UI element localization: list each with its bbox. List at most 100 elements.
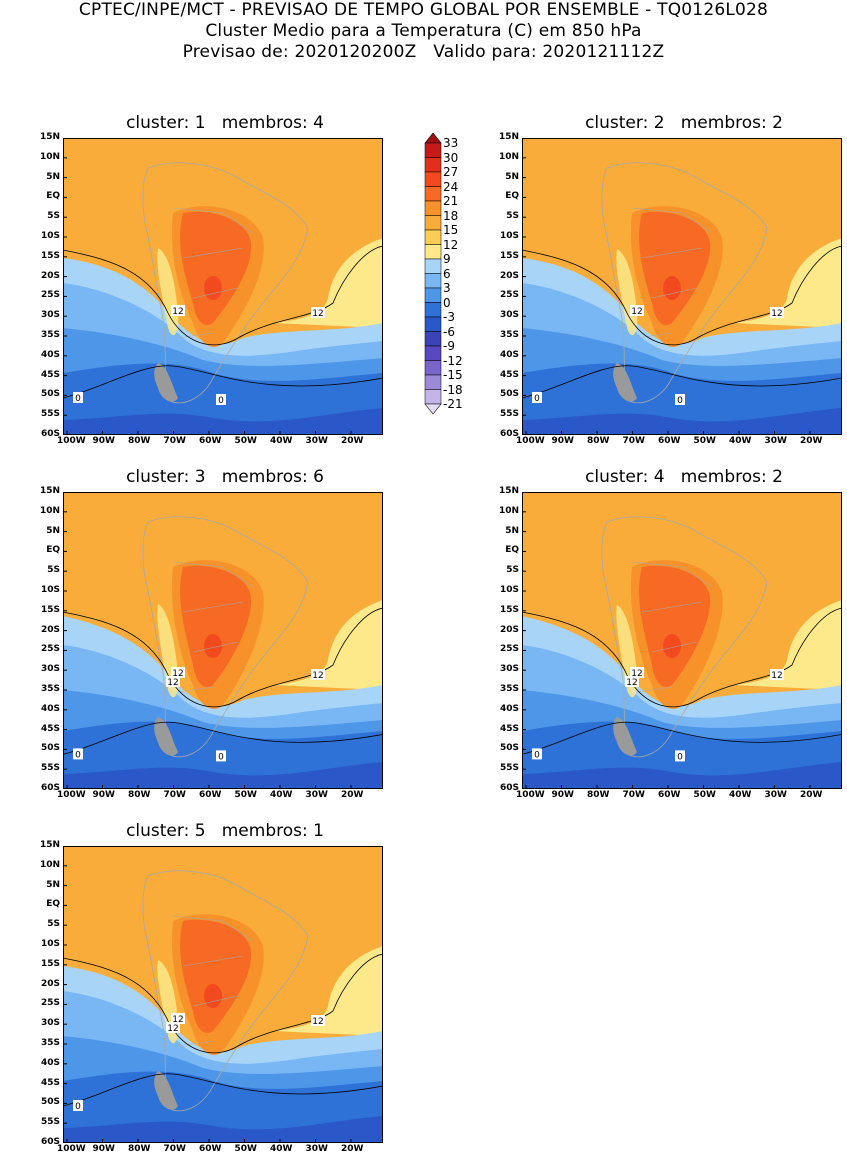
header-line-3: Previsao de: 2020120200Z Valido para: 20… (182, 42, 665, 62)
lat-tick-label: 15S (499, 604, 519, 615)
lat-tick-label: 40S (40, 703, 60, 714)
lat-tick-label: 20S (40, 978, 60, 989)
lat-tick-label: EQ (46, 899, 60, 910)
svg-text:12: 12 (631, 307, 642, 317)
lat-tick-label: 60S (40, 429, 60, 439)
lon-tick-label: 50W (693, 436, 716, 446)
lat-tick-label: 5N (46, 171, 60, 182)
contour-label-0: 0 (675, 750, 685, 762)
lon-tick-label: 90W (551, 790, 574, 800)
svg-text:12: 12 (172, 669, 183, 679)
contour-label-12: 12 (630, 305, 644, 317)
lat-tick-label: 60S (40, 1137, 60, 1147)
lon-tick-label: 70W (163, 790, 186, 800)
lat-tick-label: 5S (47, 565, 60, 576)
lon-tick-label: 100W (516, 790, 545, 800)
contour-label-12: 12 (630, 667, 644, 679)
lon-tick-label: 60W (658, 790, 681, 800)
contour-label-0: 0 (675, 394, 685, 406)
colorbar-tick-label: -3 (443, 310, 455, 324)
lat-tick-label: 55S (499, 763, 519, 774)
lon-tick-label: 30W (764, 790, 787, 800)
lat-tick-label: 5S (47, 919, 60, 930)
svg-text:12: 12 (172, 1015, 183, 1025)
contour-label-0: 0 (532, 392, 542, 404)
svg-text:0: 0 (75, 394, 81, 404)
lat-tick-label: 10S (40, 585, 60, 595)
svg-text:12: 12 (167, 1024, 178, 1034)
lat-tick-label: 5N (46, 525, 60, 536)
lat-tick-label: 10N (39, 859, 60, 870)
contour-label-12: 12 (311, 307, 325, 319)
lat-tick-label: 40S (499, 703, 519, 714)
colorbar-tick-label: 9 (443, 252, 451, 266)
lon-tick-label: 70W (163, 1144, 186, 1154)
lat-tick-label: 30S (499, 310, 519, 321)
svg-text:12: 12 (312, 1017, 323, 1027)
lon-tick-label: 70W (622, 436, 645, 446)
lat-tick-label: 55S (40, 409, 60, 420)
lat-tick-label: 45S (40, 723, 60, 734)
lat-tick-label: 15N (39, 840, 60, 850)
colorbar-tick-label: 6 (443, 266, 451, 281)
lon-tick-label: 100W (57, 436, 86, 446)
contour-label-0: 0 (216, 750, 226, 762)
colorbar-tick-label: 3 (443, 281, 451, 295)
lat-tick-label: 30S (40, 310, 60, 321)
lon-tick-label: 50W (234, 436, 257, 446)
colorbar-tick-label: 18 (443, 208, 459, 223)
svg-text:12: 12 (626, 678, 637, 688)
lon-tick-label: 30W (764, 436, 787, 446)
colorbar-tick-label: 33 (443, 136, 459, 150)
contour-label-12: 12 (770, 669, 784, 681)
lat-tick-label: EQ (505, 545, 519, 556)
contour-label-0: 0 (73, 392, 83, 404)
contour-label-12: 12 (311, 669, 325, 681)
lat-tick-label: 10S (499, 231, 519, 241)
lon-tick-label: 70W (163, 436, 186, 446)
lon-tick-label: 40W (729, 436, 752, 446)
lon-tick-label: 50W (234, 1144, 257, 1154)
lon-tick-label: 80W (128, 1144, 151, 1154)
colorbar-tick-label: 30 (443, 150, 459, 165)
lat-tick-label: 35S (40, 330, 60, 340)
lat-tick-label: 5S (47, 211, 60, 222)
lon-tick-label: 100W (57, 1144, 86, 1154)
lon-tick-label: 70W (622, 790, 645, 800)
lon-tick-label: 100W (516, 436, 545, 446)
lon-tick-label: 20W (800, 436, 823, 446)
lat-tick-label: 25S (40, 290, 60, 301)
panel-3-title: cluster: 3 membros: 6 (126, 467, 324, 487)
lon-tick-label: 90W (551, 436, 574, 446)
lon-tick-label: 90W (92, 790, 115, 800)
lat-tick-label: 50S (40, 389, 60, 400)
lat-tick-label: 10N (498, 151, 519, 162)
lat-tick-label: 10S (499, 585, 519, 595)
lat-tick-label: 60S (499, 783, 519, 793)
lat-tick-label: 15N (498, 486, 519, 496)
contour-label-12: 12 (311, 1015, 325, 1027)
lat-tick-label: 5S (506, 211, 519, 222)
contour-label-12: 12 (625, 676, 639, 688)
contour-label-0: 0 (73, 748, 83, 760)
lat-tick-label: 30S (40, 664, 60, 675)
colorbar (424, 133, 442, 415)
svg-text:0: 0 (75, 1102, 81, 1112)
lat-tick-label: 50S (40, 1097, 60, 1108)
lat-tick-label: 15N (39, 486, 60, 496)
lon-tick-label: 20W (341, 1144, 364, 1154)
lat-tick-label: 25S (40, 998, 60, 1009)
colorbar-tick-label: -15 (443, 368, 463, 382)
lat-tick-label: 30S (40, 1018, 60, 1029)
panel-1-title: cluster: 1 membros: 4 (126, 113, 324, 133)
svg-text:12: 12 (631, 669, 642, 679)
lat-tick-label: 55S (499, 409, 519, 420)
lat-tick-label: 15N (498, 132, 519, 142)
lat-tick-label: 10N (39, 151, 60, 162)
contour-label-0: 0 (216, 394, 226, 406)
lat-tick-label: 60S (40, 783, 60, 793)
svg-text:0: 0 (534, 750, 540, 760)
panel-5-title: cluster: 5 membros: 1 (126, 821, 324, 841)
temperature-map-1: 12 12 0 0 (63, 138, 383, 435)
lat-tick-label: 10S (40, 939, 60, 949)
